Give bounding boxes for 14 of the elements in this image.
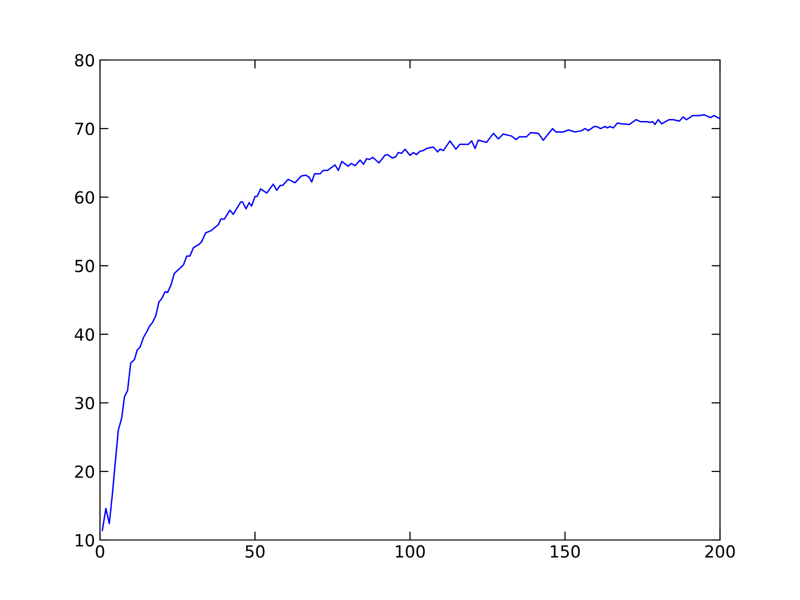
x-tick-label: 50	[246, 545, 264, 558]
y-tick-label: 70	[75, 122, 94, 136]
y-tick-label: 80	[75, 54, 94, 67]
y-tick-label: 30	[75, 396, 94, 410]
y-tick-label: 10	[76, 534, 94, 547]
x-tick-label: 0	[96, 545, 104, 558]
y-tick-label: 50	[75, 260, 94, 272]
x-tick-label: 100	[396, 545, 425, 558]
x-tick-label: 150	[550, 545, 580, 558]
x-tick-label: 200	[705, 545, 735, 558]
y-tick-label: 40	[74, 328, 94, 341]
y-tick-label: 20	[75, 465, 94, 478]
line-series	[102, 114, 720, 532]
y-tick-label: 60	[75, 191, 94, 204]
